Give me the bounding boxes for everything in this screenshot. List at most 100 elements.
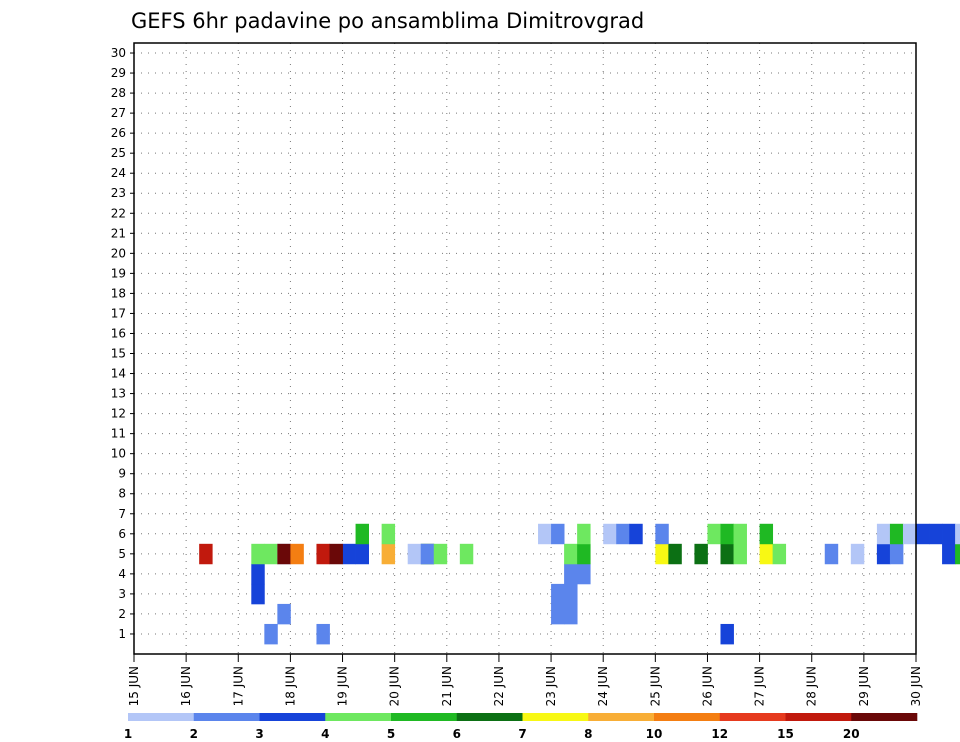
y-tick-label: 23 xyxy=(111,186,126,200)
x-tick-label: 28 JUN xyxy=(805,666,819,706)
precip-cell xyxy=(564,563,578,585)
x-tick-label: 25 JUN xyxy=(648,666,662,706)
precip-cell xyxy=(916,523,930,545)
y-tick-label: 16 xyxy=(111,326,126,340)
chart-title: GEFS 6hr padavine po ansamblima Dimitrov… xyxy=(131,9,644,33)
x-tick-label: 21 JUN xyxy=(440,666,454,706)
y-tick-label: 13 xyxy=(111,387,126,401)
x-tick-label: 16 JUN xyxy=(179,666,193,706)
x-axis: 15 JUN 16 JUN 17 JUN 18 JUN 19 JUN 20 JUN 21 J… xyxy=(127,654,923,706)
colorbar-label: 5 xyxy=(387,727,395,741)
precip-cell xyxy=(772,543,787,565)
colorbar-label: 10 xyxy=(646,727,663,741)
colorbar: 1 2 3 4 5 6 7 8 10 12 15 20 xyxy=(124,713,918,741)
x-tick-label: 18 JUN xyxy=(283,666,297,706)
precip-cell xyxy=(342,543,356,565)
precip-cell xyxy=(942,523,956,545)
precip-cell xyxy=(381,523,396,545)
precip-cell xyxy=(277,603,291,625)
precip-cell xyxy=(355,543,369,565)
x-tick-label: 24 JUN xyxy=(596,666,610,706)
precip-cell xyxy=(733,543,747,565)
y-tick-label: 21 xyxy=(111,226,126,240)
x-tick-label: 17 JUN xyxy=(231,666,245,706)
precip-cell xyxy=(929,523,943,545)
precip-cell xyxy=(655,523,669,545)
precip-cell xyxy=(759,523,774,545)
precip-cell xyxy=(577,563,591,585)
colorbar-swatch xyxy=(522,713,589,721)
y-tick-label: 6 xyxy=(118,527,126,541)
colorbar-swatch xyxy=(785,713,852,721)
precip-cell xyxy=(824,543,839,565)
x-tick-label: 26 JUN xyxy=(700,666,714,706)
colorbar-label: 20 xyxy=(843,727,860,741)
colorbar-swatch xyxy=(325,713,392,721)
colorbar-label: 6 xyxy=(453,727,461,741)
colorbar-swatch xyxy=(128,713,195,721)
x-tick-label: 27 JUN xyxy=(753,666,767,706)
precipitation-cells xyxy=(199,523,960,645)
x-tick-label: 20 JUN xyxy=(388,666,402,706)
y-tick-label: 25 xyxy=(111,146,126,160)
precip-cell xyxy=(277,543,291,565)
precip-cell xyxy=(876,523,891,545)
precip-cell xyxy=(707,523,721,545)
y-tick-label: 11 xyxy=(111,427,126,441)
precip-cell xyxy=(551,583,565,605)
precip-cell xyxy=(290,543,304,565)
precip-cell xyxy=(720,543,734,565)
precip-cell xyxy=(199,543,213,565)
precip-cell xyxy=(251,583,265,605)
precip-cell xyxy=(564,583,578,605)
colorbar-label: 7 xyxy=(518,727,526,741)
precip-cell xyxy=(955,543,960,565)
colorbar-swatch xyxy=(456,713,523,721)
precip-cell xyxy=(577,523,591,545)
y-axis: 1234567891011121314151617181920212223242… xyxy=(111,46,134,641)
precip-cell xyxy=(459,543,474,565)
precip-cell xyxy=(720,523,734,545)
precip-cell xyxy=(433,543,448,565)
precip-cell xyxy=(694,543,708,565)
y-tick-label: 12 xyxy=(111,407,126,421)
precip-cell xyxy=(759,543,774,565)
precip-cell xyxy=(889,543,904,565)
y-tick-label: 29 xyxy=(111,66,126,80)
x-tick-label: 22 JUN xyxy=(492,666,506,706)
y-tick-label: 24 xyxy=(111,166,126,180)
precip-cell xyxy=(655,543,669,565)
colorbar-swatch xyxy=(588,713,655,721)
y-tick-label: 3 xyxy=(118,587,126,601)
colorbar-label: 8 xyxy=(584,727,592,741)
precip-cell xyxy=(316,623,330,645)
y-tick-label: 4 xyxy=(118,567,126,581)
y-tick-label: 1 xyxy=(118,627,126,641)
precip-cell xyxy=(889,523,904,545)
x-tick-label: 15 JUN xyxy=(127,666,141,706)
x-tick-label: 23 JUN xyxy=(544,666,558,706)
precip-cell xyxy=(720,623,734,645)
y-tick-label: 20 xyxy=(111,246,126,260)
y-tick-label: 7 xyxy=(118,507,126,521)
x-tick-label: 19 JUN xyxy=(336,666,350,706)
precip-cell xyxy=(329,543,343,565)
precip-cell xyxy=(381,543,396,565)
colorbar-label: 15 xyxy=(777,727,794,741)
y-tick-label: 8 xyxy=(118,487,126,501)
precip-cell xyxy=(551,603,565,625)
precip-cell xyxy=(616,523,630,545)
y-tick-label: 5 xyxy=(118,547,126,561)
colorbar-swatch xyxy=(193,713,260,721)
y-tick-label: 10 xyxy=(111,447,126,461)
precip-cell xyxy=(902,523,917,545)
precip-cell xyxy=(876,543,891,565)
precip-cell xyxy=(668,543,682,565)
gridlines xyxy=(134,43,916,654)
precip-cell xyxy=(251,543,265,565)
colorbar-swatch xyxy=(654,713,721,721)
colorbar-label: 3 xyxy=(255,727,263,741)
y-tick-label: 17 xyxy=(111,306,126,320)
precip-cell xyxy=(264,543,278,565)
